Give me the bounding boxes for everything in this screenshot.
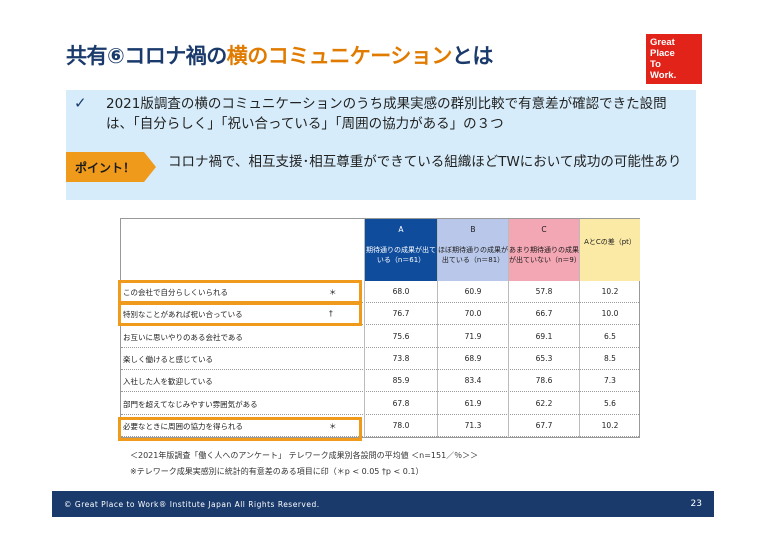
page-number: 23 — [690, 499, 702, 509]
point-text: コロナ禍で、相互支援･相互尊重ができている組織ほどTWにおいて成功の可能性あり — [168, 154, 682, 170]
column-letter: A — [398, 225, 404, 234]
cell-a: 76.7 — [392, 309, 410, 319]
cell-diff: 5.6 — [604, 398, 616, 408]
cell-c: 57.8 — [535, 287, 553, 296]
highlight-box — [118, 417, 362, 441]
logo-line: To — [650, 59, 661, 70]
column-desc: 期待通りの成果が出ている（n＝61） — [366, 246, 436, 264]
cell-b: 60.9 — [464, 287, 482, 296]
results-table: A 期待通りの成果が出ている（n＝61） B ほぼ期待通りの成果が出ている（n＝… — [120, 218, 640, 438]
cell-c: 66.7 — [535, 309, 553, 319]
table-row: この会社で自分らしくいられる ＊ 68.0 60.9 57.8 10.2 — [121, 281, 639, 303]
logo-line: Place — [650, 48, 675, 59]
summary-box: ✓ 2021版調査の横のコミュニケーションのうち成果実感の群別比較で有意差が確認… — [66, 90, 696, 200]
logo-line: Work. — [650, 70, 677, 81]
cell-a: 78.0 — [392, 420, 410, 430]
column-divider — [579, 219, 580, 437]
column-letter: B — [470, 225, 476, 234]
cell-a: 85.9 — [392, 376, 410, 386]
gptw-logo: Great Place To Work. — [646, 34, 702, 84]
cell-a: 75.6 — [392, 331, 410, 341]
column-header-c: C あまり期待通りの成果が出ていない（n＝9） — [509, 219, 581, 281]
cell-b: 83.4 — [464, 376, 482, 386]
significance-mark: ＊ — [329, 288, 337, 297]
cell-c: 62.2 — [535, 398, 553, 408]
cell-a: 73.8 — [392, 353, 410, 363]
cell-c: 67.7 — [535, 420, 553, 430]
cell-a: 67.8 — [392, 398, 410, 408]
cell-diff: 7.3 — [604, 376, 616, 386]
check-icon: ✓ — [74, 94, 87, 112]
column-desc: あまり期待通りの成果が出ていない（n＝9） — [509, 246, 581, 264]
column-desc: AとCの差（pt） — [584, 238, 636, 246]
significance-mark: ＊ — [329, 421, 337, 431]
cell-b: 68.9 — [464, 353, 482, 363]
column-letter: C — [541, 225, 547, 234]
column-header-diff: AとCの差（pt） — [580, 219, 640, 281]
cell-diff: 10.0 — [601, 309, 619, 319]
cell-diff: 10.2 — [601, 287, 619, 296]
summary-text: 2021版調査の横のコミュニケーションのうち成果実感の群別比較で有意差が確認でき… — [106, 96, 667, 132]
column-divider — [364, 219, 365, 437]
cell-b: 71.3 — [464, 420, 482, 430]
highlight-box — [118, 302, 362, 326]
table-note: ＜2021年版調査「働く人へのアンケート」 テレワーク成果別各設問の平均値 ＜n… — [130, 451, 479, 460]
cell-c: 69.1 — [535, 331, 553, 341]
column-divider — [437, 219, 438, 437]
title-prefix: 共有⑥コロナ禍の — [66, 44, 227, 68]
table-row: 入社した人を歓迎している 85.9 83.4 78.6 7.3 — [121, 370, 639, 393]
table-row: 特別なことがあれば祝い合っている † 76.7 70.0 66.7 10.0 — [121, 303, 639, 326]
row-label: 必要なときに周囲の協力を得られる — [123, 421, 243, 431]
column-divider — [508, 219, 509, 437]
cell-a: 68.0 — [392, 287, 410, 296]
row-label: お互いに思いやりのある会社である — [123, 332, 243, 342]
table-row: 楽しく働けると感じている 73.8 68.9 65.3 8.5 — [121, 348, 639, 370]
row-label: 部門を超えてなじみやすい雰囲気がある — [123, 399, 258, 409]
table-row: 部門を超えてなじみやすい雰囲気がある 67.8 61.9 62.2 5.6 — [121, 393, 639, 415]
point-arrow-icon — [144, 152, 156, 182]
table-row: 必要なときに周囲の協力を得られる ＊ 78.0 71.3 67.7 10.2 — [121, 415, 639, 437]
column-header-b: B ほぼ期待通りの成果が出ている（n＝81） — [438, 219, 508, 281]
cell-c: 78.6 — [535, 376, 553, 386]
row-label: 入社した人を歓迎している — [123, 377, 213, 387]
cell-c: 65.3 — [535, 353, 553, 363]
point-badge: ポイント！ — [66, 152, 144, 182]
cell-b: 71.9 — [464, 331, 482, 341]
logo-line: Great — [650, 37, 675, 48]
significance-mark: † — [329, 309, 333, 319]
cell-diff: 6.5 — [604, 331, 616, 341]
title-suffix: とは — [451, 44, 494, 68]
column-desc: ほぼ期待通りの成果が出ている（n＝81） — [438, 246, 508, 264]
column-header-a: A 期待通りの成果が出ている（n＝61） — [365, 219, 437, 281]
table-row: お互いに思いやりのある会社である 75.6 71.9 69.1 6.5 — [121, 326, 639, 348]
page-title: 共有⑥コロナ禍の横のコミュニケーションとは — [66, 40, 493, 70]
highlight-box — [118, 280, 362, 304]
cell-diff: 10.2 — [601, 420, 619, 430]
row-label: 楽しく働けると感じている — [123, 354, 213, 364]
significance-note: ※テレワーク成果実感別に統計的有意差のある項目に印（＊p < 0.05 †p <… — [130, 467, 424, 476]
footer-bar: © Great Place to Work® Institute Japan A… — [52, 491, 714, 517]
row-label: この会社で自分らしくいられる — [123, 288, 228, 297]
cell-b: 70.0 — [464, 309, 482, 319]
cell-b: 61.9 — [464, 398, 482, 408]
title-accent: 横のコミュニケーション — [226, 44, 453, 68]
copyright-text: © Great Place to Work® Institute Japan A… — [64, 500, 320, 509]
cell-diff: 8.5 — [604, 353, 616, 363]
row-label: 特別なことがあれば祝い合っている — [123, 310, 243, 320]
